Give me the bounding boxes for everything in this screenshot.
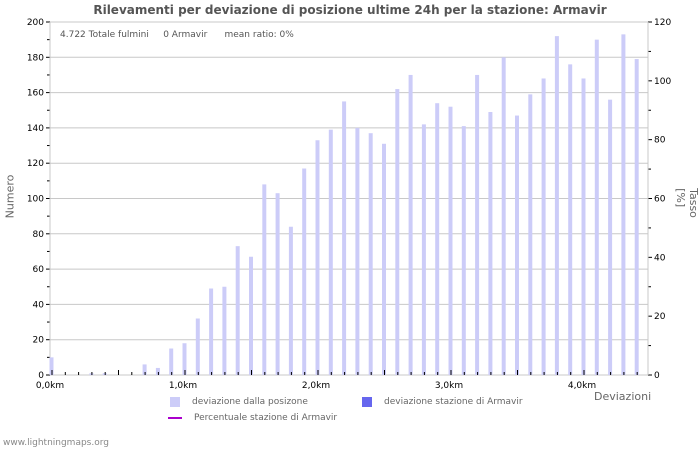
svg-text:60: 60: [33, 265, 45, 275]
info-summary: 4.722 Totale fulmini 0 Armavir mean rati…: [60, 30, 294, 40]
mean-ratio: mean ratio: 0%: [224, 30, 294, 40]
x-axis-label: Deviazioni: [594, 390, 652, 403]
svg-text:160: 160: [27, 89, 44, 99]
svg-text:120: 120: [654, 18, 671, 28]
svg-text:1,0km: 1,0km: [169, 381, 197, 391]
legend-item-station: deviazione stazione di Armavir: [362, 397, 523, 407]
legend-swatch-dark: [362, 397, 372, 407]
svg-text:3,0km: 3,0km: [435, 381, 463, 391]
svg-text:4,0km: 4,0km: [568, 381, 596, 391]
footer-credit: www.lightningmaps.org: [3, 438, 109, 448]
svg-text:20: 20: [33, 336, 45, 346]
svg-text:40: 40: [654, 253, 666, 263]
legend-item-deviation: deviazione dalla posizone: [170, 397, 308, 407]
svg-text:2,0km: 2,0km: [302, 381, 330, 391]
svg-text:60: 60: [654, 195, 666, 205]
svg-text:180: 180: [27, 53, 44, 63]
station-count: 0 Armavir: [163, 30, 208, 40]
chart-title: Rilevamenti per deviazione di posizione …: [93, 3, 607, 17]
legend-item-percent: Percentuale stazione di Armavir: [168, 413, 337, 423]
svg-text:200: 200: [27, 18, 44, 28]
svg-text:0: 0: [654, 371, 660, 381]
svg-text:0: 0: [38, 371, 44, 381]
svg-text:20: 20: [654, 312, 666, 322]
svg-text:140: 140: [27, 124, 44, 134]
svg-text:80: 80: [33, 230, 45, 240]
svg-text:0,0km: 0,0km: [36, 381, 64, 391]
legend-label: Percentuale stazione di Armavir: [194, 413, 338, 423]
svg-text:80: 80: [654, 136, 666, 146]
svg-text:100: 100: [654, 77, 671, 87]
svg-text:40: 40: [33, 300, 45, 310]
legend-swatch-line: [168, 417, 182, 419]
legend-label: deviazione dalla posizone: [192, 397, 308, 407]
legend-swatch-light: [170, 397, 180, 407]
svg-text:120: 120: [27, 159, 44, 169]
svg-text:100: 100: [27, 195, 44, 205]
total-count: 4.722 Totale fulmini: [60, 30, 149, 40]
legend-label: deviazione stazione di Armavir: [384, 397, 523, 407]
